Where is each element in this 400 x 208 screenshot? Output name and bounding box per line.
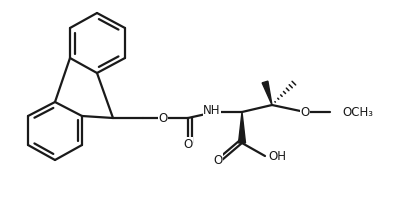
Text: O: O	[183, 137, 193, 151]
Text: NH: NH	[203, 104, 221, 116]
Polygon shape	[238, 112, 246, 143]
Text: OCH₃: OCH₃	[342, 105, 373, 119]
Text: O: O	[300, 105, 310, 119]
Polygon shape	[262, 81, 272, 105]
Text: O: O	[213, 154, 223, 166]
Text: O: O	[158, 111, 168, 125]
Text: OH: OH	[268, 150, 286, 162]
